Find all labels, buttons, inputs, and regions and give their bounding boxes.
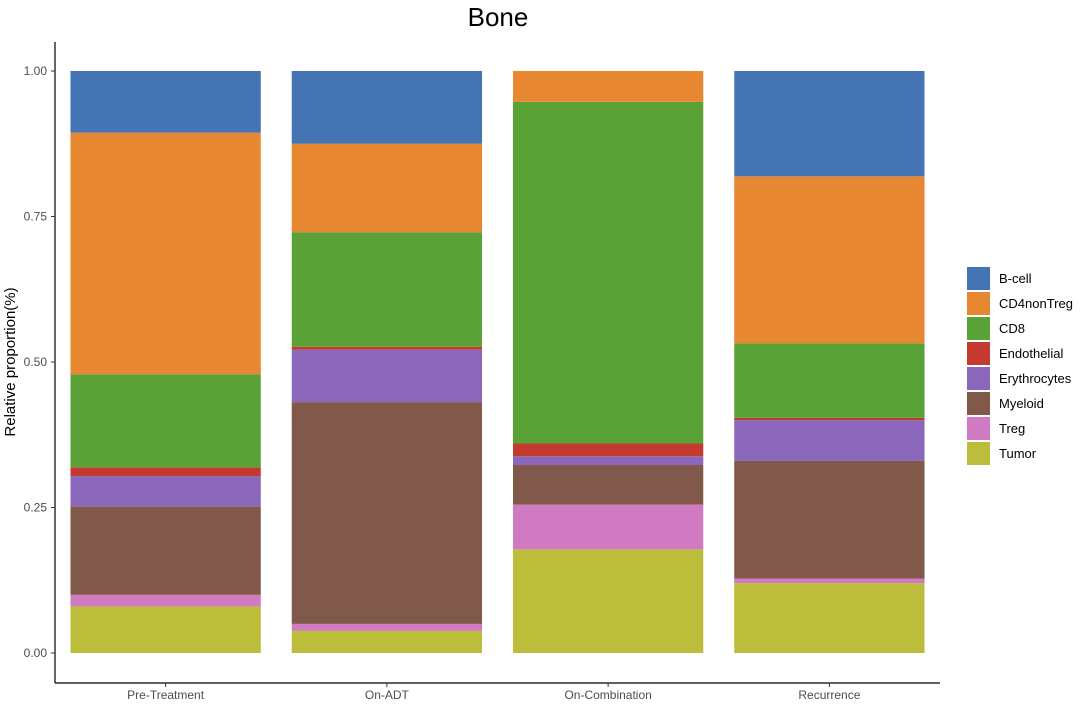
bar-pre-treatment-tumor (70, 606, 261, 653)
bar-recurrence-erythrocytes (734, 420, 925, 461)
bar-recurrence-tumor (734, 583, 925, 653)
bar-on-combination-myeloid (512, 465, 704, 505)
bar-recurrence-myeloid (734, 460, 925, 579)
y-tick-label: 0.50 (24, 355, 48, 369)
legend-label-cd8: CD8 (999, 321, 1025, 336)
legend-label-myeloid: Myeloid (999, 396, 1044, 411)
bar-on-combination-endothelial (512, 443, 704, 457)
legend-swatch-tumor (967, 442, 990, 465)
legend: B-cell CD4nonTreg CD8 Endothelial Erythrocyt… (967, 267, 1073, 465)
bar-on-combination-cd4nontreg (512, 71, 704, 102)
legend-swatch-cd4nontreg (967, 292, 990, 315)
x-tick-label-on-combination: On-Combination (564, 688, 651, 702)
bar-pre-treatment-cd4nontreg (70, 132, 261, 375)
bar-pre-treatment-cd8 (70, 374, 261, 468)
legend-label-tumor: Tumor (999, 446, 1037, 461)
legend-swatch-b-cell (967, 267, 990, 290)
bar-on-adt-myeloid (291, 402, 483, 624)
chart-title: Bone (468, 2, 529, 32)
legend-label-erythrocytes: Erythrocytes (999, 371, 1072, 386)
legend-label-cd4nontreg: CD4nonTreg (999, 296, 1073, 311)
bar-recurrence-cd8 (734, 343, 925, 418)
bar-pre-treatment-myeloid (70, 506, 261, 595)
y-tick-label: 0.25 (24, 501, 48, 515)
x-tick-label-pre-treatment: Pre-Treatment (127, 688, 205, 702)
bar-recurrence-endothelial (734, 417, 925, 421)
bar-recurrence-cd4nontreg (734, 176, 925, 344)
bar-on-combination-treg (512, 504, 704, 550)
bar-on-combination-erythrocytes (512, 456, 704, 466)
y-tick-label: 0.00 (24, 646, 48, 660)
bar-recurrence-treg (734, 578, 925, 584)
bar-on-adt-tumor (291, 630, 483, 653)
bar-on-adt-endothelial (291, 346, 483, 350)
x-tick-label-recurrence: Recurrence (798, 688, 860, 702)
y-tick-label: 1.00 (24, 64, 48, 78)
bar-on-adt-cd4nontreg (291, 143, 483, 233)
bar-on-combination-cd8 (512, 101, 704, 444)
bar-on-adt-erythrocytes (291, 349, 483, 403)
bar-on-adt-treg (291, 623, 483, 631)
legend-label-b-cell: B-cell (999, 271, 1032, 286)
bar-pre-treatment-treg (70, 594, 261, 607)
legend-swatch-treg (967, 417, 990, 440)
legend-label-endothelial: Endothelial (999, 346, 1063, 361)
bar-on-adt-cd8 (291, 232, 483, 347)
axes-group: 0.00 0.25 0.50 0.75 1.00 Pre-Treatment On-ADT O… (24, 42, 940, 702)
legend-swatch-cd8 (967, 317, 990, 340)
legend-swatch-myeloid (967, 392, 990, 415)
bars-group (70, 71, 925, 653)
legend-swatch-endothelial (967, 342, 990, 365)
x-tick-label-on-adt: On-ADT (365, 688, 410, 702)
y-axis-title: Relative proportion(%) (2, 287, 19, 436)
legend-label-treg: Treg (999, 421, 1025, 436)
bar-on-combination-tumor (512, 549, 704, 653)
bar-recurrence-b-cell (734, 71, 925, 177)
bar-pre-treatment-b-cell (70, 71, 261, 133)
bar-pre-treatment-erythrocytes (70, 476, 261, 507)
y-tick-label: 0.75 (24, 210, 48, 224)
bar-pre-treatment-endothelial (70, 467, 261, 477)
bar-on-adt-b-cell (291, 71, 483, 144)
legend-swatch-erythrocytes (967, 367, 990, 390)
